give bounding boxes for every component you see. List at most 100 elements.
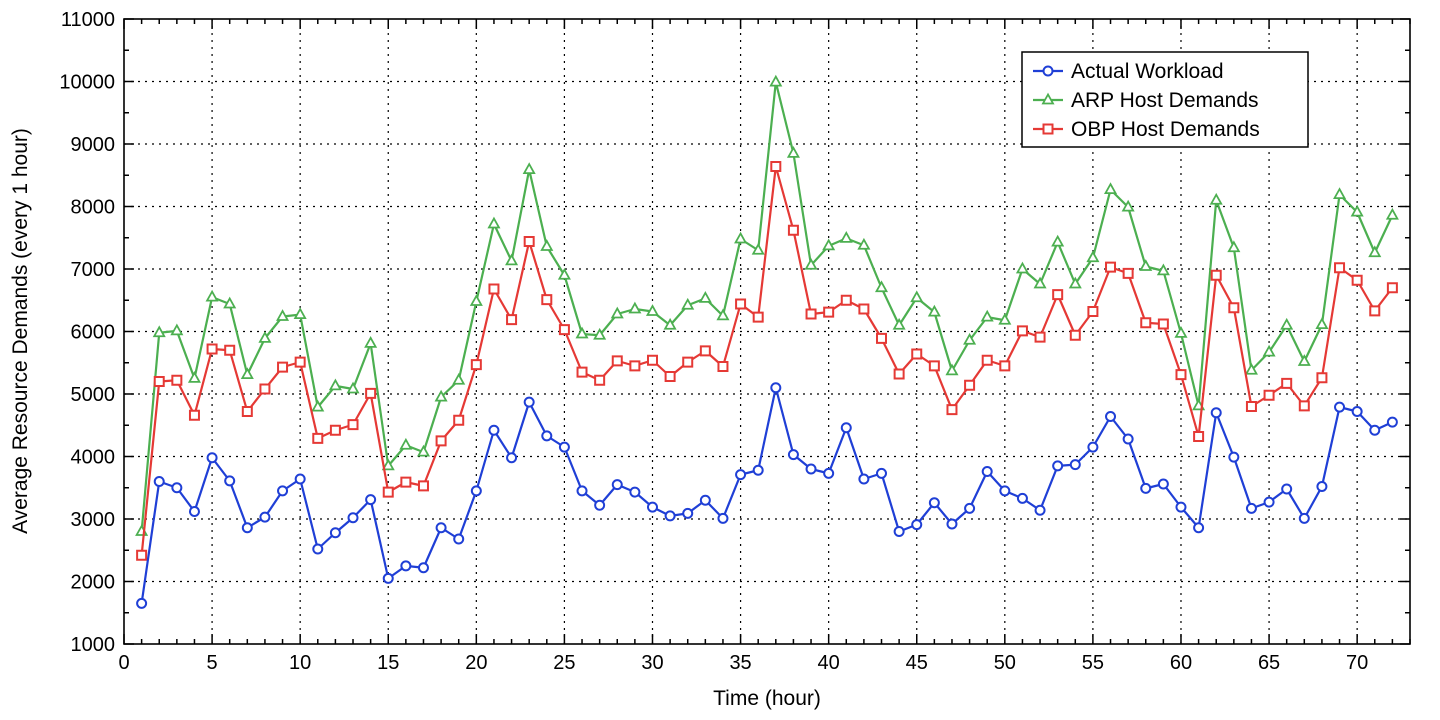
x-tick-labels: 0 5 10 15 20 25 30 35 40 45 50 55 60 65 70 <box>118 652 1368 674</box>
data-point-arp-host-demands <box>540 239 554 251</box>
data-point-obp-host-demands <box>558 324 570 336</box>
data-point-arp-host-demands <box>1227 240 1241 253</box>
data-point-obp-host-demands <box>294 356 306 368</box>
data-point-obp-host-demands <box>506 314 518 326</box>
data-point-obp-host-demands <box>594 374 606 386</box>
data-point-obp-host-demands <box>805 308 817 320</box>
data-point-actual-workload <box>717 512 729 524</box>
data-point-actual-workload <box>787 449 799 461</box>
data-point-obp-host-demands <box>664 371 676 382</box>
data-point-actual-workload <box>682 507 694 519</box>
series-line-obp-host-demands <box>140 165 1394 556</box>
data-point-arp-host-demands <box>1385 207 1399 220</box>
y-tick-label: 9000 <box>71 134 116 156</box>
data-point-obp-host-demands <box>188 409 200 421</box>
data-point-obp-host-demands <box>964 379 976 391</box>
data-point-obp-host-demands <box>224 344 236 356</box>
series-line-actual-workload <box>140 386 1393 604</box>
y-tick-label: 3000 <box>71 509 116 531</box>
data-point-arp-host-demands <box>1068 276 1082 289</box>
data-point-obp-host-demands <box>1016 325 1028 337</box>
x-tick-label: 30 <box>641 652 663 674</box>
data-point-arp-host-demands <box>505 253 519 266</box>
legend-item-arp-host-demands: ARP Host Demands <box>1033 89 1259 112</box>
data-point-obp-host-demands <box>893 368 905 380</box>
data-point-actual-workload <box>981 466 993 477</box>
data-point-obp-host-demands <box>840 294 852 306</box>
data-point-obp-host-demands <box>576 366 588 378</box>
data-point-arp-host-demands <box>1244 362 1258 375</box>
data-point-actual-workload <box>1105 411 1117 422</box>
legend-label-arp-host-demands: ARP Host Demands <box>1071 89 1259 112</box>
data-point-obp-host-demands <box>435 435 447 447</box>
data-point-arp-host-demands <box>1086 250 1100 263</box>
data-point-obp-host-demands <box>1087 306 1099 317</box>
data-point-actual-workload <box>1245 502 1257 514</box>
data-point-actual-workload <box>1069 459 1081 471</box>
data-point-obp-host-demands <box>1298 400 1310 412</box>
legend-label-obp-host-demands: OBP Host Demands <box>1071 118 1260 141</box>
axis-ticks <box>123 18 1411 645</box>
data-point-arp-host-demands <box>364 336 378 348</box>
data-point-actual-workload <box>400 560 412 572</box>
data-point-obp-host-demands <box>171 374 183 386</box>
data-point-arp-host-demands <box>276 309 290 321</box>
x-tick-label: 45 <box>906 652 928 674</box>
data-point-arp-host-demands <box>1103 182 1118 195</box>
data-point-obp-host-demands <box>470 359 482 371</box>
data-point-actual-workload <box>964 502 976 514</box>
data-point-arp-host-demands <box>1297 354 1311 366</box>
data-point-arp-host-demands <box>346 381 360 394</box>
data-point-actual-workload <box>365 494 377 506</box>
data-point-obp-host-demands <box>453 414 465 426</box>
data-point-arp-host-demands <box>716 308 730 321</box>
data-point-arp-host-demands <box>663 317 677 330</box>
data-point-actual-workload <box>558 441 570 453</box>
data-point-arp-host-demands <box>575 326 589 339</box>
data-point-actual-workload <box>805 463 817 475</box>
series-obp-host-demands <box>136 161 1398 561</box>
data-point-actual-workload <box>699 494 711 506</box>
data-point-actual-workload <box>664 510 676 522</box>
data-point-arp-host-demands <box>980 309 994 322</box>
x-tick-label: 0 <box>118 652 129 674</box>
data-point-arp-host-demands <box>311 399 325 412</box>
data-point-obp-host-demands <box>347 419 359 431</box>
data-point-actual-workload <box>770 382 782 394</box>
data-point-arp-host-demands <box>1033 276 1047 289</box>
data-point-obp-host-demands <box>787 224 799 236</box>
data-point-arp-host-demands <box>293 307 307 320</box>
x-tick-label: 50 <box>994 652 1016 674</box>
data-point-arp-host-demands <box>927 304 941 317</box>
data-point-actual-workload <box>928 497 940 509</box>
data-point-arp-host-demands <box>1174 326 1188 338</box>
data-point-actual-workload <box>1122 433 1134 445</box>
data-point-obp-host-demands <box>928 360 940 372</box>
data-point-actual-workload <box>1157 478 1169 490</box>
data-point-obp-host-demands <box>1157 318 1169 330</box>
legend-box <box>1021 51 1309 148</box>
data-point-arp-host-demands <box>187 371 201 383</box>
data-point-obp-host-demands <box>277 361 289 373</box>
data-point-arp-host-demands <box>240 367 254 380</box>
data-point-obp-host-demands <box>1245 401 1257 412</box>
data-point-arp-host-demands <box>1139 259 1153 271</box>
data-point-actual-workload <box>1140 482 1152 494</box>
data-point-actual-workload <box>1386 416 1398 428</box>
data-point-actual-workload <box>1034 504 1046 516</box>
data-point-obp-host-demands <box>999 360 1011 372</box>
data-point-arp-host-demands <box>223 296 237 309</box>
data-point-obp-host-demands <box>752 311 764 323</box>
data-point-arp-host-demands <box>1315 317 1329 330</box>
plot-frame <box>123 18 1411 645</box>
data-point-actual-workload <box>277 485 289 497</box>
y-tick-labels: 1000 2000 3000 4000 5000 6000 7000 8000 9000 1000… <box>59 9 115 656</box>
data-point-obp-host-demands <box>1069 329 1081 341</box>
data-point-obp-host-demands <box>1193 431 1205 442</box>
legend: Actual Workload ARP Host Demands OBP Host … <box>1021 51 1309 148</box>
data-point-arp-host-demands <box>452 372 466 385</box>
data-point-obp-host-demands <box>699 345 711 357</box>
legend-item-actual-workload: Actual Workload <box>1033 60 1224 83</box>
data-point-arp-host-demands <box>487 216 501 229</box>
data-point-actual-workload <box>153 476 165 487</box>
